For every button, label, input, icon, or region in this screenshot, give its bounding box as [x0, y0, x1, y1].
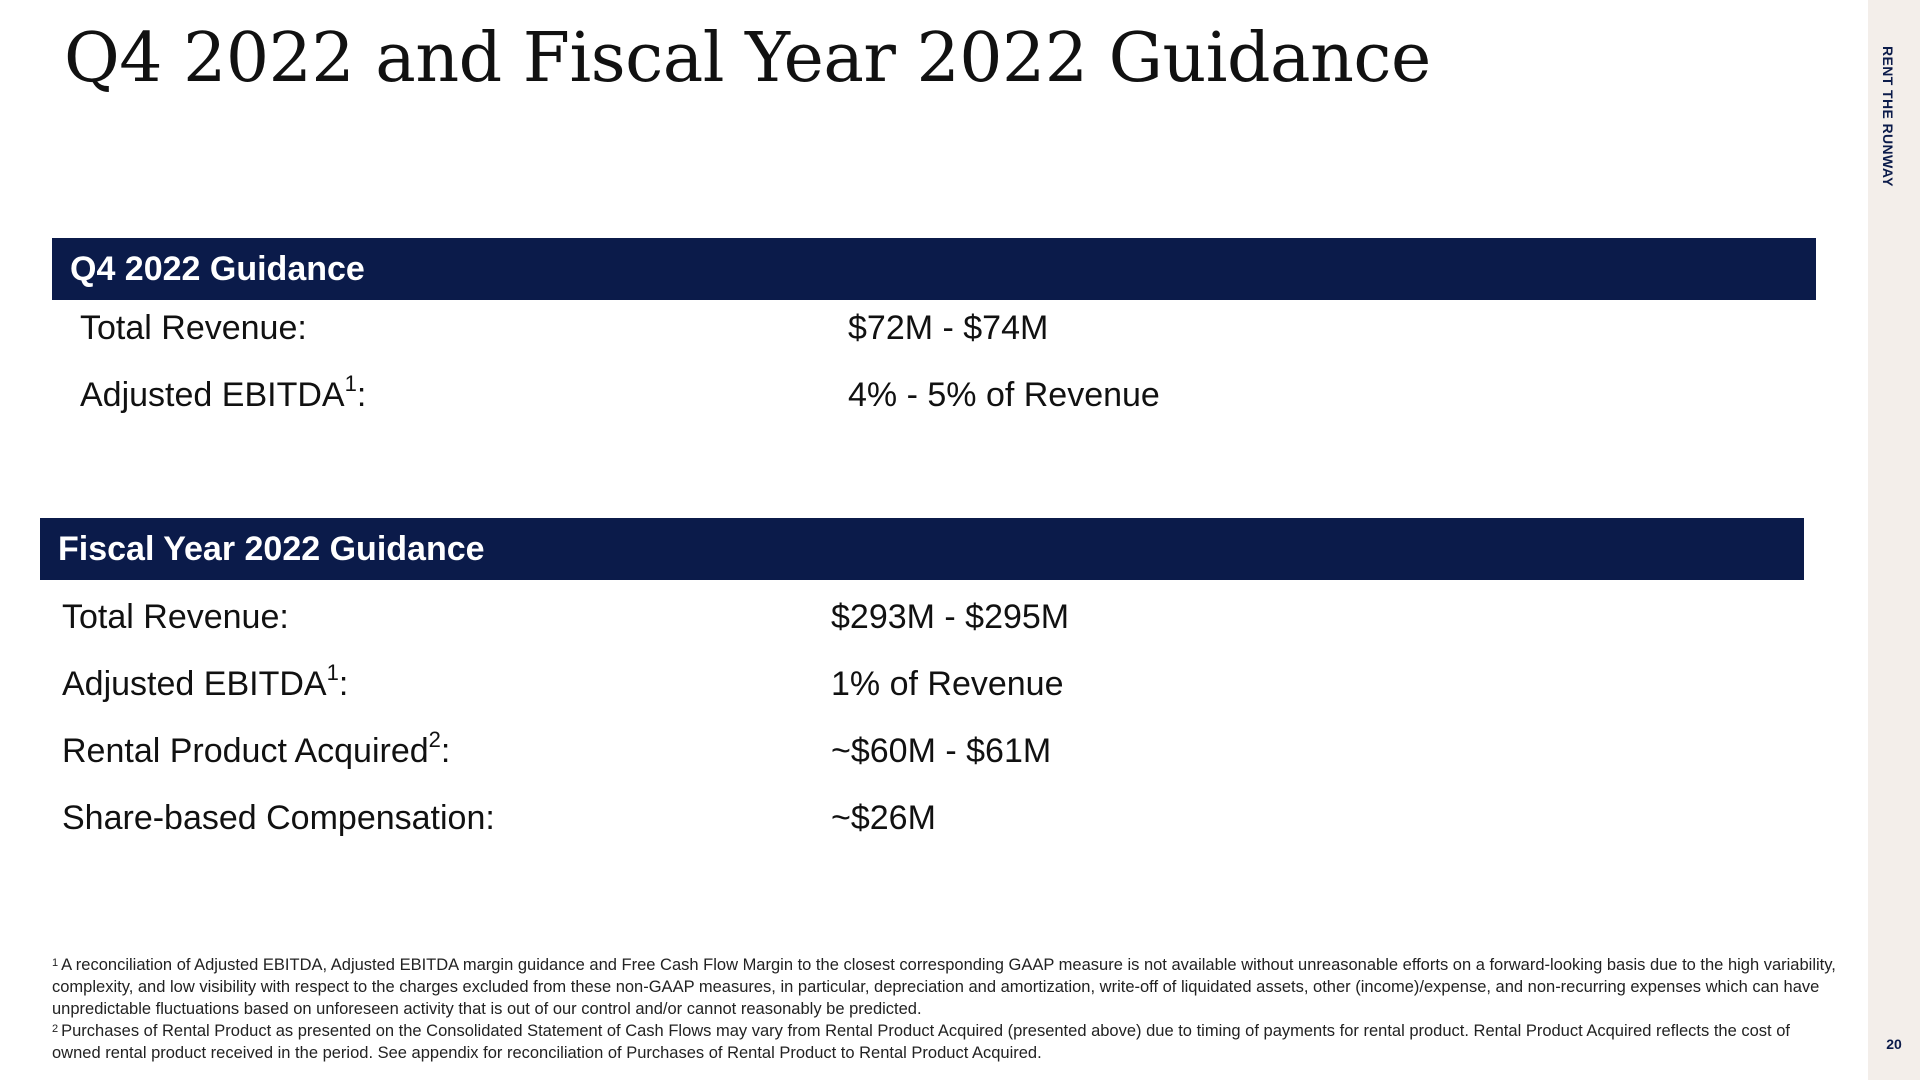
footnote-marker: 2 [52, 1023, 59, 1035]
row-label: Rental Product Acquired2: [62, 727, 451, 770]
row-value: 1% of Revenue [831, 665, 1064, 703]
row-value: ~$60M - $61M [831, 732, 1052, 770]
fy-guidance-header-label: Fiscal Year 2022 Guidance [58, 529, 485, 568]
slide-title: Q4 2022 and Fiscal Year 2022 Guidance [64, 19, 1431, 98]
footnote-2: 2 Purchases of Rental Product as presente… [52, 1020, 1842, 1064]
row-label: Adjusted EBITDA1: [80, 371, 367, 414]
row-value: 4% - 5% of Revenue [848, 376, 1160, 414]
page-number: 20 [1886, 1036, 1902, 1052]
q4-guidance-header: Q4 2022 Guidance [52, 238, 1816, 300]
row-label: Total Revenue: [62, 598, 289, 636]
fy-guidance-header: Fiscal Year 2022 Guidance [40, 518, 1804, 580]
q4-guidance-header-label: Q4 2022 Guidance [70, 249, 365, 288]
brand-label: RENT THE RUNWAY [1880, 46, 1896, 187]
row-value: $72M - $74M [848, 309, 1049, 347]
row-label: Total Revenue: [80, 309, 307, 347]
footnote-ref: 2 [428, 727, 441, 752]
row-value: $293M - $295M [831, 598, 1070, 636]
footnote-marker: 1 [52, 957, 59, 969]
footnote-ref: 1 [326, 660, 339, 685]
footnote-text: A reconciliation of Adjusted EBITDA, Adj… [52, 956, 1836, 1018]
footnote-text: Purchases of Rental Product as presented… [52, 1022, 1790, 1062]
row-label: Adjusted EBITDA1: [62, 660, 349, 703]
side-strip [1868, 0, 1920, 1080]
row-label: Share-based Compensation: [62, 799, 495, 837]
footnote-ref: 1 [344, 371, 357, 396]
row-value: ~$26M [831, 799, 936, 837]
